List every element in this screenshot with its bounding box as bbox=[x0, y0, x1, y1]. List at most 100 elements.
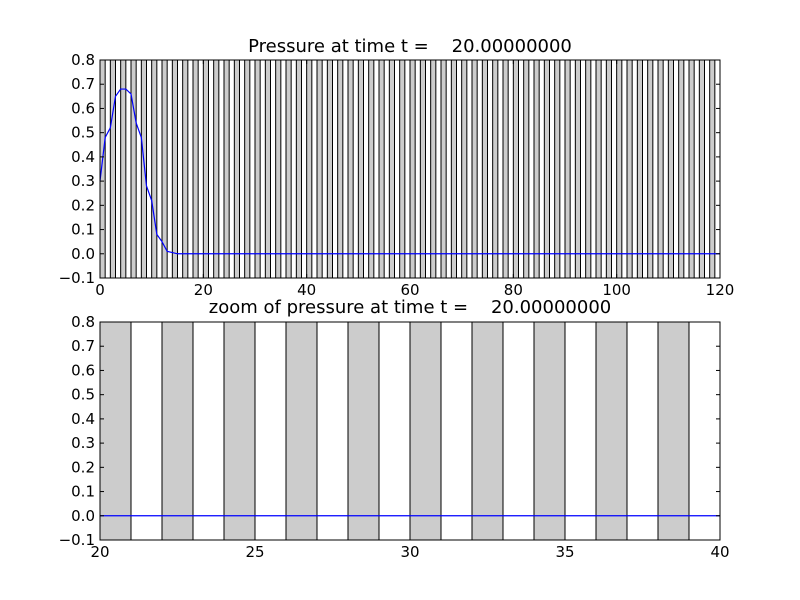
cell bbox=[306, 59, 313, 279]
cell bbox=[492, 59, 499, 279]
cell bbox=[564, 59, 571, 279]
cell bbox=[554, 59, 561, 279]
y-tick-label: 0.7 bbox=[71, 337, 95, 355]
cell bbox=[533, 321, 566, 541]
cell bbox=[647, 59, 654, 279]
cell bbox=[471, 59, 478, 279]
y-tick-label: −0.1 bbox=[59, 269, 95, 287]
x-tick-label: 40 bbox=[297, 281, 316, 299]
cell bbox=[636, 59, 643, 279]
y-tick-label: −0.1 bbox=[59, 531, 95, 549]
y-tick-label: 0.6 bbox=[71, 361, 95, 379]
cell bbox=[223, 321, 256, 541]
cell bbox=[182, 59, 189, 279]
x-tick-label: 30 bbox=[400, 543, 419, 561]
chart-title: zoom of pressure at time t = 20.00000000 bbox=[209, 297, 611, 318]
cell bbox=[347, 321, 380, 541]
y-tick-label: 0.7 bbox=[71, 75, 95, 93]
cell bbox=[337, 59, 344, 279]
cell bbox=[140, 59, 147, 279]
pressure-plot: Pressure at time t = 20.00000000 0 20 40 60… bbox=[59, 36, 735, 299]
cell bbox=[430, 59, 437, 279]
y-tick-label: 0.3 bbox=[71, 172, 95, 190]
cell bbox=[223, 59, 230, 279]
y-tick-label: 0.0 bbox=[71, 507, 95, 525]
cell bbox=[161, 321, 194, 541]
cell bbox=[254, 59, 261, 279]
cell bbox=[378, 59, 385, 279]
x-tick-label: 40 bbox=[710, 543, 729, 561]
background-cells bbox=[99, 321, 690, 541]
cell bbox=[264, 59, 272, 279]
cell bbox=[688, 59, 695, 279]
cell bbox=[450, 59, 458, 279]
cell bbox=[440, 59, 447, 279]
cell bbox=[709, 59, 716, 279]
cell bbox=[471, 321, 504, 541]
y-tick-label: 0.0 bbox=[71, 245, 95, 263]
cell bbox=[99, 59, 106, 279]
cell bbox=[368, 59, 375, 279]
y-tick-label: 0.2 bbox=[71, 196, 95, 214]
cell bbox=[698, 59, 705, 279]
cell bbox=[512, 59, 519, 279]
y-tick-label: 0.5 bbox=[71, 124, 95, 142]
x-tick-label: 25 bbox=[245, 543, 264, 561]
cell bbox=[151, 59, 158, 279]
cell bbox=[616, 59, 623, 279]
cell bbox=[192, 59, 199, 279]
y-tick-label: 0.1 bbox=[71, 483, 95, 501]
zoom-pressure-plot: zoom of pressure at time t = 20.00000000… bbox=[59, 297, 730, 561]
y-tick-label: 0.2 bbox=[71, 458, 95, 476]
cell bbox=[419, 59, 427, 279]
cell bbox=[543, 59, 550, 279]
cell bbox=[657, 321, 690, 541]
cell bbox=[326, 59, 334, 279]
cell bbox=[285, 321, 318, 541]
cell bbox=[595, 59, 602, 279]
cell bbox=[657, 59, 664, 279]
cell bbox=[626, 59, 633, 279]
cell bbox=[202, 59, 209, 279]
cell bbox=[667, 59, 674, 279]
y-tick-label: 0.8 bbox=[71, 313, 95, 331]
cell bbox=[285, 59, 292, 279]
x-tick-label: 20 bbox=[194, 281, 213, 299]
x-tick-label: 120 bbox=[706, 281, 735, 299]
cell bbox=[109, 59, 117, 279]
cell bbox=[357, 59, 365, 279]
cell bbox=[130, 59, 137, 279]
cell bbox=[316, 59, 323, 279]
cell bbox=[295, 59, 303, 279]
cell bbox=[244, 59, 251, 279]
cell bbox=[533, 59, 540, 279]
y-tick-label: 0.5 bbox=[71, 386, 95, 404]
y-tick-label: 0.8 bbox=[71, 51, 95, 69]
x-tick-label: 0 bbox=[95, 281, 105, 299]
cell bbox=[171, 59, 178, 279]
cell bbox=[99, 321, 132, 541]
cell bbox=[213, 59, 220, 279]
cell bbox=[120, 59, 127, 279]
cell bbox=[409, 321, 442, 541]
x-tick-label: 100 bbox=[602, 281, 631, 299]
cell bbox=[347, 59, 354, 279]
x-tick-label: 80 bbox=[504, 281, 523, 299]
cell bbox=[388, 59, 396, 279]
y-tick-label: 0.4 bbox=[71, 148, 95, 166]
cell bbox=[275, 59, 282, 279]
y-tick-label: 0.3 bbox=[71, 434, 95, 452]
y-tick-label: 0.1 bbox=[71, 221, 95, 239]
cell bbox=[523, 59, 530, 279]
cell bbox=[502, 59, 509, 279]
cell bbox=[233, 59, 240, 279]
cell bbox=[605, 59, 612, 279]
cell bbox=[399, 59, 406, 279]
cell bbox=[585, 59, 592, 279]
cell bbox=[595, 321, 628, 541]
cell bbox=[678, 59, 685, 279]
y-tick-label: 0.4 bbox=[71, 410, 95, 428]
x-tick-label: 35 bbox=[555, 543, 574, 561]
y-tick-label: 0.6 bbox=[71, 99, 95, 117]
